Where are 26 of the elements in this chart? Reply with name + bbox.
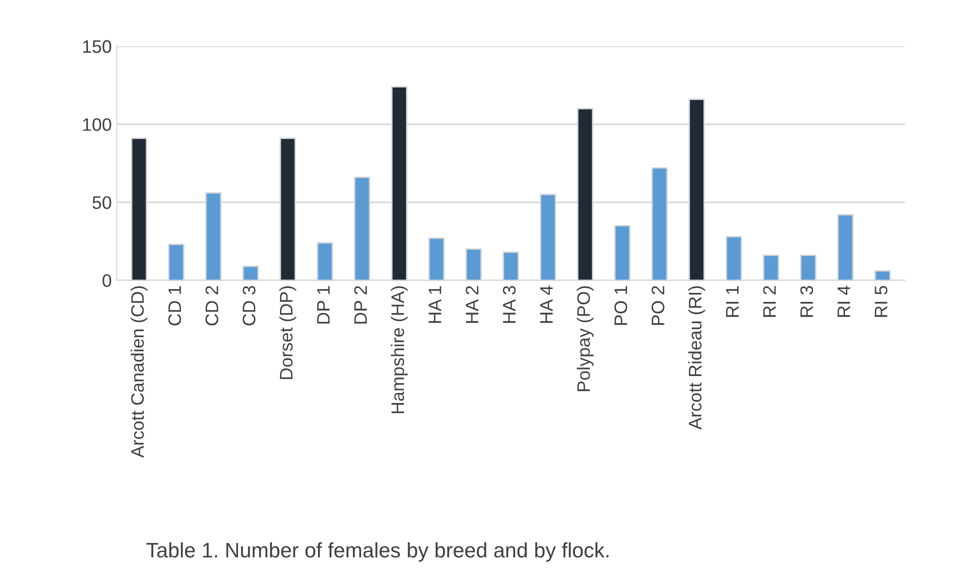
- x-tick-label: CD 2: [205, 286, 218, 326]
- y-tick-label: 0: [102, 274, 112, 288]
- x-tick-label: CD 3: [242, 286, 256, 326]
- x-tick-label: HA 1: [428, 286, 442, 323]
- x-tick-label: RI 5: [874, 286, 888, 317]
- x-tick-label: HA 3: [502, 286, 516, 323]
- x-tick-label: DP 1: [317, 286, 330, 324]
- x-tick-label: HA 4: [540, 286, 553, 323]
- x-tick-label: CD 1: [168, 286, 182, 326]
- x-tick-label: Arcott Canadien (CD): [130, 286, 148, 458]
- x-tick-label: RI 1: [726, 286, 739, 317]
- x-tick-label: HA 2: [466, 286, 478, 323]
- caption: Table 1. Number of females by breed and by flock.: [146, 542, 608, 562]
- x-tick-label: RI 4: [838, 286, 850, 317]
- x-tick-label: RI 3: [800, 286, 814, 317]
- x-tick-label: PO 1: [614, 286, 628, 325]
- x-tick-label: PO 2: [652, 286, 664, 325]
- y-tick-label: 100: [83, 118, 112, 131]
- y-tick-label: 50: [92, 196, 112, 210]
- x-tick-label: Polypay (PO): [576, 286, 594, 392]
- x-tick-label: Dorset (DP): [279, 286, 296, 380]
- y-tick-label: 150: [83, 40, 112, 53]
- x-tick-label: DP 2: [354, 286, 367, 324]
- x-tick-label: Arcott Rideau (RI): [688, 286, 706, 430]
- x-tick-label: RI 2: [763, 286, 776, 317]
- x-tick-label: Hampshire (HA): [390, 286, 408, 414]
